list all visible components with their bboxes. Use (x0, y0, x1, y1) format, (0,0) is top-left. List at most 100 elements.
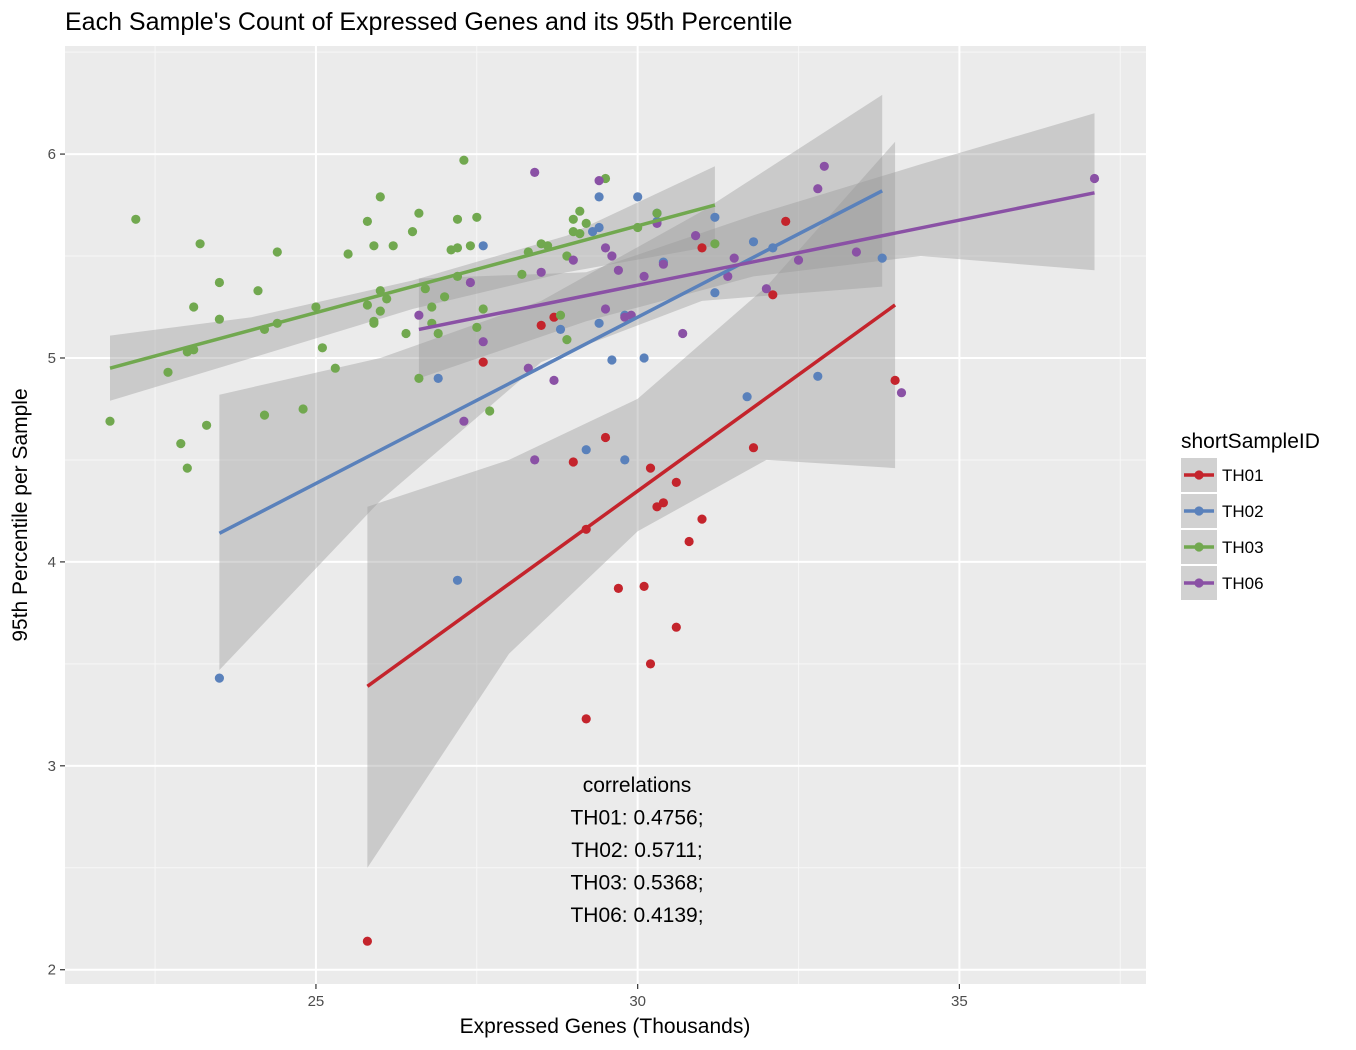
point-th02 (633, 192, 643, 202)
legend-label: TH06 (1222, 574, 1264, 593)
axis-ticks: 25 30 35 2 3 4 5 6 (48, 146, 968, 1010)
point-th03 (259, 410, 270, 420)
point-th06 (536, 267, 546, 277)
y-tick-label: 2 (48, 962, 56, 979)
legend-label: TH03 (1222, 538, 1264, 557)
point-th01 (697, 514, 707, 524)
point-th02 (581, 445, 591, 455)
point-th02 (639, 353, 649, 363)
point-th02 (620, 455, 630, 465)
point-th06 (414, 310, 424, 320)
point-th01 (658, 498, 669, 508)
point-th03 (214, 277, 224, 288)
point-th03 (195, 239, 205, 249)
point-th03 (311, 302, 321, 312)
point-th03 (452, 214, 463, 224)
regression-lines (109, 189, 1095, 688)
point-th03 (562, 335, 572, 345)
annotation-line: TH01: 0.4756; (570, 807, 703, 830)
point-th03 (105, 416, 115, 426)
x-tick-label: 30 (629, 993, 646, 1010)
point-th01 (568, 457, 578, 467)
confidence-band-th06 (418, 113, 1095, 379)
fit-line-th01 (366, 303, 897, 688)
point-th03 (472, 212, 482, 222)
point-th03 (581, 218, 591, 228)
x-tick-label: 25 (308, 993, 325, 1010)
confidence-band-th01 (367, 141, 896, 868)
point-th03 (478, 304, 488, 314)
point-th03 (131, 214, 141, 224)
legend-key-point (1194, 470, 1204, 480)
point-th03 (176, 439, 186, 449)
point-th01 (697, 243, 707, 253)
point-th03 (414, 373, 424, 383)
point-th06 (819, 161, 829, 171)
confidence-band-th02 (219, 94, 883, 670)
point-th06 (600, 243, 611, 253)
point-th03 (382, 294, 392, 304)
point-th01 (613, 583, 624, 594)
point-th01 (536, 320, 546, 330)
point-th06 (793, 255, 804, 265)
legend-item-th01: TH01 (1181, 458, 1264, 492)
point-th06 (639, 271, 649, 281)
point-th02 (452, 575, 463, 585)
point-th03 (710, 239, 720, 249)
point-th06 (658, 259, 669, 269)
point-th03 (414, 208, 424, 218)
point-th06 (459, 416, 469, 426)
point-th03 (427, 302, 437, 312)
legend-label: TH01 (1222, 466, 1264, 485)
point-th06 (568, 255, 578, 265)
legend-item-th06: TH06 (1181, 566, 1264, 600)
y-tick-label: 5 (48, 350, 56, 367)
point-th03 (253, 286, 263, 296)
point-th03 (163, 367, 173, 377)
point-th03 (182, 463, 192, 473)
y-tick-label: 4 (48, 554, 56, 571)
correlations-annotation: correlations TH01: 0.4756; TH02: 0.5711; TH… (570, 774, 703, 927)
fit-line-th06 (418, 191, 1095, 332)
point-th03 (485, 406, 495, 416)
point-th03 (517, 269, 527, 279)
annotation-line: TH03: 0.5368; (570, 872, 703, 895)
point-th06 (813, 184, 823, 194)
point-th03 (214, 314, 224, 324)
point-th01 (768, 290, 778, 300)
point-th06 (678, 328, 688, 339)
point-th02 (555, 324, 566, 334)
point-th06 (600, 304, 611, 314)
annotation-line: TH02: 0.5711; (571, 839, 703, 862)
point-th01 (639, 581, 649, 592)
point-th03 (568, 214, 578, 224)
point-th06 (613, 265, 624, 275)
y-tick-label: 3 (48, 758, 56, 775)
point-th01 (600, 432, 611, 443)
point-th03 (375, 306, 385, 316)
legend-title: shortSampleID (1181, 430, 1320, 453)
point-th06 (723, 271, 733, 281)
point-th02 (877, 253, 887, 263)
point-th02 (594, 222, 604, 233)
grid-lines (65, 46, 1146, 984)
point-th01 (645, 463, 656, 473)
point-th03 (420, 284, 430, 294)
point-th02 (594, 192, 604, 202)
point-th06 (530, 455, 540, 465)
point-th03 (189, 302, 199, 312)
point-th03 (472, 322, 482, 332)
point-th03 (452, 243, 463, 253)
point-th01 (362, 936, 372, 946)
chart-title: Each Sample's Count of Expressed Genes a… (65, 8, 792, 36)
point-th02 (813, 371, 823, 381)
confidence-bands (110, 94, 1095, 868)
point-th02 (710, 212, 720, 222)
point-th03 (272, 247, 282, 257)
legend-key-point (1194, 542, 1204, 552)
point-th01 (478, 357, 488, 367)
point-th01 (748, 443, 759, 453)
legend-key-point (1194, 506, 1204, 516)
point-th03 (652, 208, 662, 218)
